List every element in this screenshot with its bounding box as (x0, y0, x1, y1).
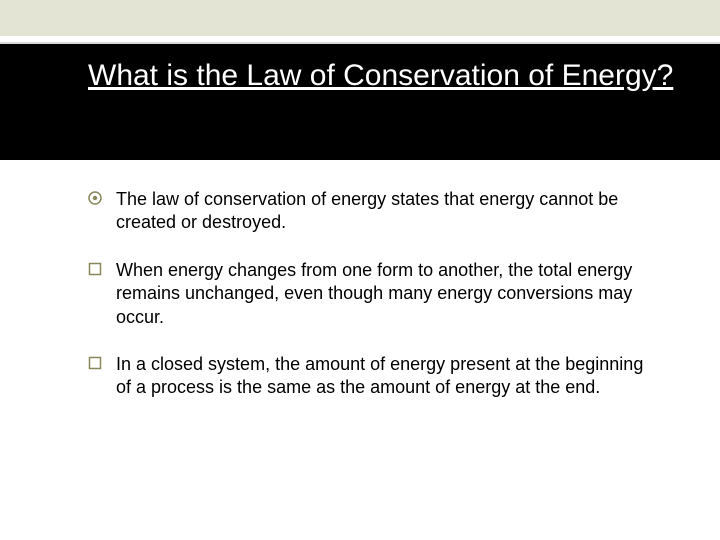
title-band: What is the Law of Conservation of Energ… (0, 44, 720, 160)
bullet-item: In a closed system, the amount of energy… (88, 353, 650, 400)
slide-body: The law of conservation of energy states… (88, 188, 650, 424)
top-accent-band (0, 0, 720, 36)
title-text: What is the Law of Conservation of Energ… (88, 59, 673, 92)
square-outline-icon (88, 356, 106, 370)
circle-dot-icon (88, 191, 106, 205)
bullet-item: The law of conservation of energy states… (88, 188, 650, 235)
slide: What is the Law of Conservation of Energ… (0, 0, 720, 540)
bullet-text: When energy changes from one form to ano… (116, 259, 650, 329)
bullet-text: In a closed system, the amount of energy… (116, 353, 650, 400)
square-outline-icon (88, 262, 106, 276)
bullet-text: The law of conservation of energy states… (116, 188, 650, 235)
bullet-item: When energy changes from one form to ano… (88, 259, 650, 329)
slide-title: What is the Law of Conservation of Energ… (88, 44, 690, 94)
